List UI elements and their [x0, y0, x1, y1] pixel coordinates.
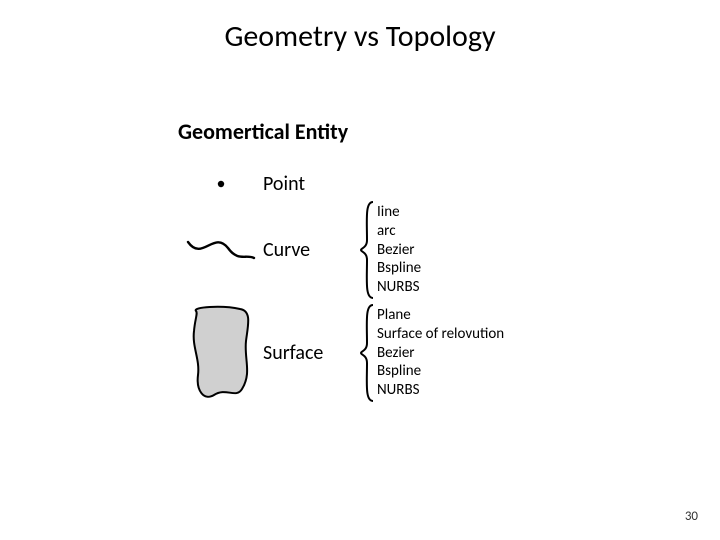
- surface-subtype: Bspline: [377, 362, 504, 381]
- point-icon: [178, 174, 263, 194]
- brace-icon: [359, 303, 377, 403]
- surface-subtype: Bezier: [377, 344, 504, 363]
- entity-label-curve: Curve: [263, 238, 359, 262]
- entity-row-surface: Surface Plane Surface of relovution Bezi…: [178, 298, 504, 408]
- curve-subtype: Bspline: [377, 259, 421, 278]
- section-heading: Geomertical Entity: [178, 118, 348, 145]
- curve-icon: [178, 220, 263, 280]
- curve-subtype: Bezier: [377, 241, 421, 260]
- entity-label-point: Point: [263, 172, 359, 196]
- entity-row-curve: Curve Iine arc Bezier Bspline NURBS: [178, 200, 421, 300]
- surface-icon: [178, 298, 263, 408]
- entity-label-surface: Surface: [263, 341, 359, 365]
- curve-subtype: Iine: [377, 203, 421, 222]
- brace-icon: [359, 200, 377, 300]
- curve-subtype: arc: [377, 222, 421, 241]
- curve-subtype: NURBS: [377, 278, 421, 297]
- curve-sublist: Iine arc Bezier Bspline NURBS: [377, 203, 421, 297]
- slide: Geometry vs Topology Geomertical Entity …: [0, 0, 720, 540]
- curve-brace-group: Iine arc Bezier Bspline NURBS: [359, 200, 421, 300]
- surface-subtype: Surface of relovution: [377, 325, 504, 344]
- surface-brace-group: Plane Surface of relovution Bezier Bspli…: [359, 303, 504, 403]
- slide-title: Geometry vs Topology: [0, 18, 720, 55]
- entity-row-point: Point: [178, 172, 359, 196]
- surface-subtype: NURBS: [377, 381, 504, 400]
- surface-subtype: Plane: [377, 306, 504, 325]
- page-number: 30: [685, 509, 698, 524]
- surface-sublist: Plane Surface of relovution Bezier Bspli…: [377, 306, 504, 400]
